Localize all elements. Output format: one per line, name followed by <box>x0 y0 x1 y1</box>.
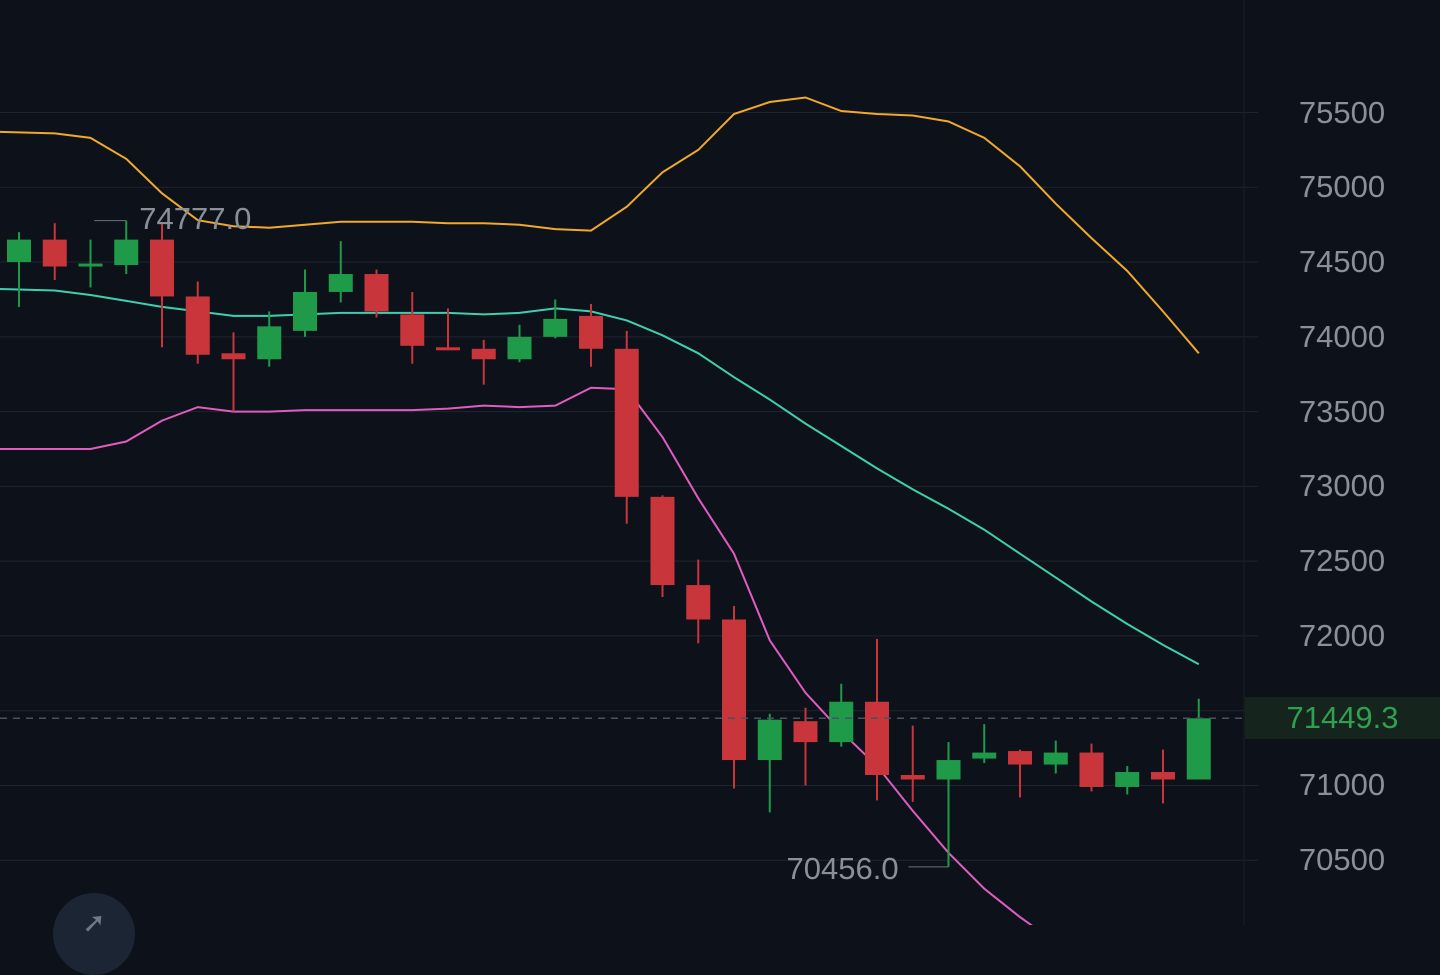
scroll-to-latest-button[interactable]: ➚ <box>53 893 135 975</box>
candle-body <box>185 296 210 355</box>
candle <box>364 269 389 318</box>
candle-body <box>471 348 496 360</box>
candle-body <box>364 274 389 312</box>
candle-body <box>507 336 532 360</box>
y-tick-label: 72000 <box>1298 617 1386 653</box>
candle-body <box>42 239 67 267</box>
candle <box>1115 766 1140 795</box>
candle-body <box>1151 772 1175 780</box>
y-tick-label: 74000 <box>1298 318 1386 354</box>
y-tick-label: 71000 <box>1298 767 1386 803</box>
candle <box>686 559 711 644</box>
candle-body <box>757 719 782 761</box>
candle <box>257 311 282 367</box>
middle-band-line <box>0 288 1200 666</box>
lower-band-line <box>0 386 1033 925</box>
candle-body <box>900 775 925 780</box>
candle-body <box>150 239 174 297</box>
upper-band-line <box>0 96 1200 354</box>
high-price-annotation: 74777.0 <box>139 200 252 236</box>
candle-body <box>328 274 353 292</box>
candles <box>7 220 1211 867</box>
candle <box>42 223 67 280</box>
candle-body <box>114 239 139 266</box>
y-tick-label: 70500 <box>1298 842 1386 878</box>
candle <box>78 239 103 288</box>
candle <box>1043 740 1068 774</box>
candle <box>400 291 425 364</box>
candle-body <box>722 619 746 761</box>
candle <box>1186 698 1211 780</box>
last-price-label: 71449.3 <box>1245 697 1440 740</box>
candle <box>471 339 496 385</box>
candle <box>114 220 139 275</box>
y-tick-label: 72500 <box>1298 543 1386 579</box>
candle-body <box>614 348 639 497</box>
candle <box>1151 749 1175 804</box>
candle-body <box>936 760 961 780</box>
candle-body <box>257 326 282 360</box>
candle-body <box>221 353 246 360</box>
candle <box>150 223 174 348</box>
candle-body <box>579 315 603 349</box>
candle <box>436 308 460 351</box>
y-tick-label: 75000 <box>1298 169 1386 205</box>
candle-body <box>7 239 31 263</box>
candle <box>614 330 639 524</box>
candle <box>7 232 31 307</box>
y-tick-label: 73500 <box>1298 393 1386 429</box>
candle <box>221 332 246 412</box>
low-price-annotation: 70456.0 <box>786 850 899 886</box>
candle <box>865 638 889 801</box>
candle <box>1079 743 1104 792</box>
candle-body <box>1008 751 1032 765</box>
candle-body <box>543 318 568 337</box>
y-tick-label: 74500 <box>1298 244 1386 280</box>
candle <box>579 303 603 367</box>
y-tick-label: 73000 <box>1298 468 1386 504</box>
candle <box>757 713 782 813</box>
candle <box>722 606 746 789</box>
candle <box>507 324 532 363</box>
candle <box>936 742 961 867</box>
candle-body <box>793 721 818 743</box>
candle-body <box>972 752 997 759</box>
y-tick-label: 75500 <box>1298 94 1386 130</box>
annotation-guides <box>0 220 1244 868</box>
candle <box>293 269 317 337</box>
candle-body <box>293 291 317 331</box>
candle <box>972 724 997 764</box>
candle-body <box>436 347 460 351</box>
candle <box>1008 749 1032 798</box>
candle-body <box>1079 752 1104 787</box>
candle-body <box>686 585 711 620</box>
candle <box>829 683 854 747</box>
candle-body <box>865 701 889 776</box>
candle-body <box>1186 718 1211 780</box>
candle-body <box>400 314 425 346</box>
bollinger-bands <box>0 96 1200 925</box>
candle-body <box>78 263 103 267</box>
candle-body <box>650 496 675 586</box>
candlestick-chart <box>0 0 1258 925</box>
candle-body <box>1115 772 1140 787</box>
candle-body <box>1043 752 1068 765</box>
candle <box>328 241 353 303</box>
candle <box>793 707 818 786</box>
candle <box>650 495 675 598</box>
candle <box>543 299 568 339</box>
arrow-icon: ➚ <box>82 907 106 938</box>
candle <box>185 281 210 364</box>
candle <box>900 725 925 802</box>
candle-body <box>829 701 854 743</box>
